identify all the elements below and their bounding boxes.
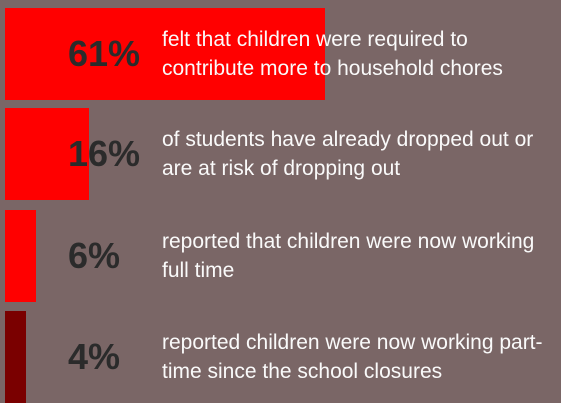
description-label: of students have already dropped out or … — [162, 128, 534, 180]
percent-label: 4% — [68, 336, 121, 377]
description-label: felt that children were required to cont… — [162, 28, 503, 80]
percent-label: 16% — [68, 133, 141, 174]
bar — [5, 8, 325, 100]
percent-label: 6% — [68, 235, 121, 276]
stat-row: 61% felt that children were required to … — [0, 8, 561, 100]
stat-row: 4% reported children were now working pa… — [0, 311, 561, 403]
stat-row: 6% reported that children were now worki… — [0, 210, 561, 302]
stat-row: 16% of students have already dropped out… — [0, 108, 561, 200]
percent-label: 61% — [68, 33, 141, 74]
chart: 61% felt that children were required to … — [0, 8, 561, 403]
bar — [5, 210, 36, 302]
bar — [5, 311, 26, 403]
description-label: reported that children were now working … — [162, 230, 535, 282]
bar — [5, 108, 89, 200]
description-label: reported children were now working part-… — [162, 331, 543, 383]
